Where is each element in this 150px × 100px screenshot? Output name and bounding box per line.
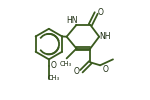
- Text: CH₃: CH₃: [48, 75, 60, 81]
- Text: O: O: [103, 65, 108, 74]
- Text: O: O: [51, 61, 57, 70]
- Text: O: O: [98, 8, 104, 17]
- Text: HN: HN: [66, 16, 78, 25]
- Text: NH: NH: [99, 32, 110, 41]
- Text: CH₃: CH₃: [60, 61, 72, 67]
- Text: O: O: [74, 67, 80, 76]
